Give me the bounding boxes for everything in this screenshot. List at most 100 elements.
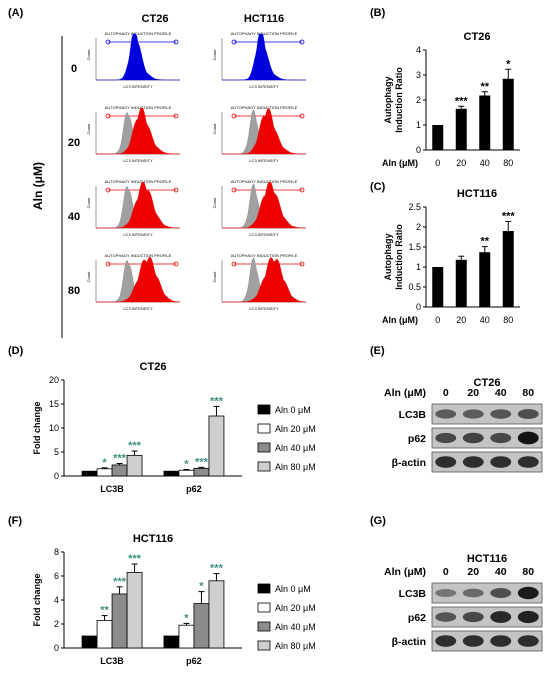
significance-label: **: [100, 605, 109, 617]
flow-gate-start: [105, 39, 111, 45]
y-tick-label: 5: [54, 447, 59, 457]
flow-plot-r0-c0: AUTOPHAGY INDUCTION PROFILE LC3 INTENSITY…: [86, 31, 180, 89]
blot-dose: 80: [522, 566, 534, 578]
dose-axis-label: Aln (μM): [31, 162, 45, 210]
bar-LC3B-0: [81, 470, 98, 477]
bar-80: [502, 231, 514, 307]
legend-label: Aln 80 μM: [275, 462, 316, 472]
legend-label: Aln 20 μM: [275, 424, 316, 434]
legend-label: Aln 20 μM: [275, 603, 316, 613]
chart-c: HCT116 0 0.5 1 1.5 2 2.5 AutophagyInduction Rat…: [382, 188, 520, 325]
blot-row-label: p62: [408, 433, 426, 445]
significance-label: *: [184, 612, 189, 624]
blot-band: [462, 432, 484, 444]
flow-x-label: LC3 INTENSITY: [249, 158, 279, 163]
legend-label: Aln 80 μM: [275, 641, 316, 651]
legend-label: Aln 0 μM: [275, 405, 311, 415]
blot-dose: 40: [495, 387, 507, 399]
significance-label: ***: [455, 95, 469, 107]
blot-band: [490, 588, 512, 598]
bar-p62-1: [178, 624, 195, 649]
dose-label-40: 40: [68, 211, 80, 223]
dose-label-0: 0: [71, 63, 77, 75]
blot-dose-label: Aln (μM): [384, 387, 426, 399]
flow-plot-r1-c0: AUTOPHAGY INDUCTION PROFILE LC3 INTENSITY…: [86, 105, 180, 163]
y-tick-label: 10: [49, 423, 59, 433]
blot-band: [435, 409, 457, 419]
panel-label-d: (D): [8, 345, 24, 357]
flow-plot-title: AUTOPHAGY INDUCTION PROFILE: [231, 253, 298, 258]
y-tick-label: 1.5: [408, 242, 421, 252]
flow-plot-title: AUTOPHAGY INDUCTION PROFILE: [105, 253, 172, 258]
y-axis-label: AutophagyInduction Ratio: [383, 67, 404, 133]
x-axis-label: Aln (μM): [382, 315, 418, 325]
significance-label: ***: [113, 453, 127, 465]
bar-LC3B-2: [111, 593, 128, 649]
blot-dose: 0: [443, 387, 449, 399]
bar-0: [432, 267, 444, 307]
significance-label: ***: [502, 210, 516, 222]
bar-0: [432, 125, 444, 150]
y-axis-label-line2: Induction Ratio: [394, 224, 404, 290]
flow-gate-end: [299, 187, 305, 193]
blot-dose: 40: [495, 566, 507, 578]
y-tick-label: 3: [416, 70, 421, 80]
blot-row-label: β-actin: [392, 636, 426, 648]
flow-histogram-treated: [96, 181, 180, 229]
bar-p62-1: [178, 469, 195, 477]
blot-band: [490, 432, 512, 444]
flow-y-label: Count: [212, 49, 217, 61]
chart-title: CT26: [140, 361, 167, 373]
significance-label: ***: [210, 395, 224, 407]
legend-swatch: [257, 621, 271, 632]
blot-strip-0: [431, 582, 543, 604]
significance-label: **: [480, 81, 489, 93]
y-axis-label-line1: Autophagy: [383, 234, 393, 281]
blot-band: [462, 456, 484, 468]
flow-x-label: LC3 INTENSITY: [123, 84, 153, 89]
bar-20: [455, 259, 467, 307]
x-tick-label: 40: [480, 158, 490, 168]
dose-label-80: 80: [68, 285, 80, 297]
flow-histogram-control: [222, 33, 306, 81]
flow-y-label: Count: [86, 49, 91, 61]
blot-band: [462, 409, 484, 419]
flow-histogram-treated: [222, 181, 306, 229]
blot-dose: 80: [522, 387, 534, 399]
y-tick-label: 1: [416, 120, 421, 130]
flow-gate-end: [173, 39, 179, 45]
blot-dose-label: Aln (μM): [384, 566, 426, 578]
flow-gate-end: [173, 113, 179, 119]
legend-swatch: [257, 442, 271, 453]
flow-plot-r2-c0: AUTOPHAGY INDUCTION PROFILE LC3 INTENSITY…: [86, 179, 180, 237]
y-tick-label: 20: [49, 375, 59, 385]
blot-band: [435, 456, 457, 468]
blot-band: [517, 635, 539, 647]
bar-LC3B-3: [126, 572, 143, 649]
bar-p62-3: [208, 580, 225, 649]
blot-band: [517, 456, 539, 468]
flow-gate-start: [105, 187, 111, 193]
flow-y-label: Count: [212, 197, 217, 209]
blot-band: [435, 635, 457, 647]
x-tick-label: 40: [480, 315, 490, 325]
significance-label: ***: [210, 563, 224, 575]
x-tick-label: p62: [186, 656, 202, 666]
bar-p62-0: [163, 635, 180, 649]
bar-LC3B-1: [96, 620, 113, 649]
bar-LC3B-0: [81, 635, 98, 649]
flow-column-hct116: HCT116: [244, 13, 284, 25]
flow-plot-title: AUTOPHAGY INDUCTION PROFILE: [105, 105, 172, 110]
y-tick-label: 0.5: [408, 282, 421, 292]
flow-x-label: LC3 INTENSITY: [123, 306, 153, 311]
flow-gate-start: [105, 261, 111, 267]
blot-row-label: p62: [408, 612, 426, 624]
bar-LC3B-3: [126, 454, 143, 477]
chart-title: HCT116: [457, 188, 497, 200]
y-tick-label: 2: [416, 95, 421, 105]
y-tick-label: 0: [416, 145, 421, 155]
legend-swatch: [257, 640, 271, 651]
